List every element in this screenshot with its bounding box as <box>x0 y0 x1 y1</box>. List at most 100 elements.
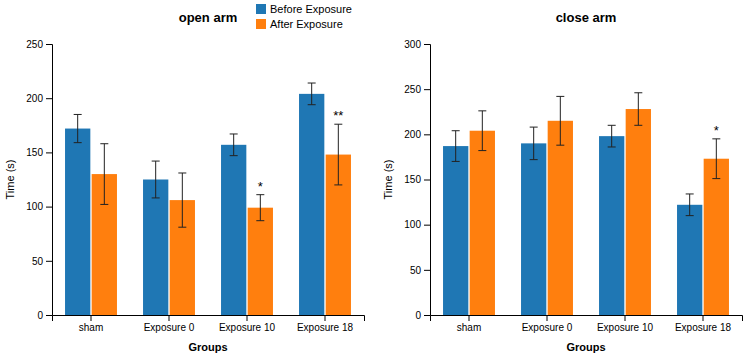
y-tick-mark <box>46 152 52 153</box>
x-axis-line <box>431 316 743 322</box>
x-tick-label: Exposure 0 <box>522 322 573 333</box>
y-tick: 50 <box>410 265 430 276</box>
error-bar <box>334 124 342 185</box>
y-tick: 300 <box>404 39 430 50</box>
error-bar <box>230 134 238 156</box>
y-tick-mark <box>424 225 430 226</box>
legend-swatch <box>256 19 266 29</box>
bar <box>677 205 702 315</box>
x-axis-title: Groups <box>566 341 605 353</box>
error-bar <box>74 114 82 142</box>
bar-series <box>65 94 324 315</box>
y-tick: 250 <box>404 84 430 95</box>
x-tick-label: Exposure 0 <box>144 322 195 333</box>
chart-title: close arm <box>556 10 617 25</box>
y-tick-label: 150 <box>404 174 421 185</box>
x-tick: Exposure 0 <box>522 315 573 333</box>
legend-swatch <box>256 4 266 14</box>
legend: Before Exposure After Exposure <box>256 3 352 30</box>
x-tick-label: Exposure 10 <box>219 322 276 333</box>
y-tick: 150 <box>404 174 430 185</box>
x-tick-label: sham <box>79 322 103 333</box>
y-tick-mark <box>424 315 430 316</box>
y-tick-mark <box>46 315 52 316</box>
error-bar <box>100 144 108 205</box>
y-tick-label: 100 <box>26 201 43 212</box>
y-tick-label: 50 <box>410 265 422 276</box>
error-bar <box>530 127 538 160</box>
x-tick-mark <box>91 315 92 321</box>
annotation: * <box>258 179 263 194</box>
y-tick: 100 <box>26 201 52 212</box>
y-tick: 100 <box>404 219 430 230</box>
y-tick-mark <box>46 207 52 208</box>
y-axis-line <box>46 45 53 316</box>
legend-label: After Exposure <box>270 18 343 30</box>
y-axis: 0 50 100 150 200 250 <box>26 39 52 321</box>
y-tick-label: 300 <box>404 39 421 50</box>
y-tick-mark <box>46 44 52 45</box>
panel: 0 50 100 150 200 250 sham Exposure 0 Exposure 10… <box>4 3 365 353</box>
x-axis: sham Exposure 0 Exposure 10 Exposure 18 <box>53 315 365 333</box>
x-tick-label: Exposure 18 <box>297 322 354 333</box>
error-bars <box>478 93 720 179</box>
bar <box>599 136 624 315</box>
y-tick: 0 <box>37 310 52 321</box>
error-bars <box>74 83 316 198</box>
bar <box>626 109 651 315</box>
y-tick: 150 <box>26 147 52 158</box>
y-tick-label: 200 <box>26 93 43 104</box>
error-bar <box>634 93 642 126</box>
bar <box>248 208 273 315</box>
error-bar <box>712 139 720 179</box>
error-bar <box>686 194 694 216</box>
x-tick-label: Exposure 18 <box>675 322 732 333</box>
x-tick-mark <box>169 315 170 321</box>
y-tick-label: 250 <box>26 39 43 50</box>
bar <box>704 159 729 315</box>
x-tick: Exposure 10 <box>219 315 276 333</box>
bar <box>299 94 324 315</box>
x-tick: Exposure 0 <box>144 315 195 333</box>
annotation: * <box>714 123 719 138</box>
y-tick-label: 100 <box>404 219 421 230</box>
y-axis-title: Time (s) <box>4 160 16 200</box>
plot-area <box>65 83 351 315</box>
error-bar <box>256 195 264 221</box>
x-axis-title: Groups <box>188 341 227 353</box>
x-tick-mark <box>325 315 326 321</box>
x-tick: sham <box>457 315 481 333</box>
y-tick: 50 <box>32 256 52 267</box>
legend-label: Before Exposure <box>270 3 352 15</box>
y-axis: 0 50 100 150 200 250 300 <box>404 39 430 321</box>
bar <box>521 143 546 315</box>
y-tick-mark <box>424 270 430 271</box>
x-tick-mark <box>703 315 704 321</box>
y-tick: 200 <box>26 93 52 104</box>
x-tick-mark <box>547 315 548 321</box>
y-tick-mark <box>46 261 52 262</box>
x-axis-line <box>53 316 365 322</box>
y-tick-label: 0 <box>415 310 421 321</box>
y-tick-mark <box>424 180 430 181</box>
y-axis-title: Time (s) <box>382 160 394 200</box>
x-tick-mark <box>469 315 470 321</box>
x-axis: sham Exposure 0 Exposure 10 Exposure 18 <box>431 315 743 333</box>
bar <box>65 129 90 315</box>
x-tick-mark <box>625 315 626 321</box>
x-tick: Exposure 18 <box>297 315 354 333</box>
bar <box>443 146 468 315</box>
bar-series <box>470 109 729 315</box>
y-tick-label: 0 <box>37 310 43 321</box>
y-tick: 250 <box>26 39 52 50</box>
y-tick-label: 200 <box>404 129 421 140</box>
y-tick: 200 <box>404 129 430 140</box>
x-tick: Exposure 10 <box>597 315 654 333</box>
bar <box>221 145 246 315</box>
error-bar <box>452 131 460 162</box>
y-tick-label: 250 <box>404 84 421 95</box>
error-bars <box>100 124 342 227</box>
bar <box>470 131 495 315</box>
plot-area <box>443 93 729 315</box>
error-bar <box>178 173 186 227</box>
